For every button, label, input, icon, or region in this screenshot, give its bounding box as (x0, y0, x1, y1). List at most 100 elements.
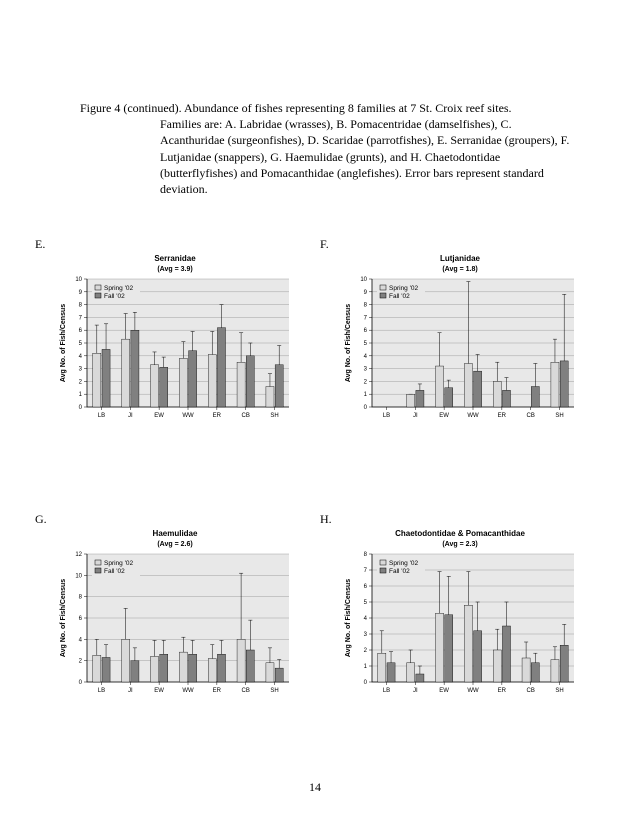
svg-text:8: 8 (79, 594, 83, 600)
svg-text:Avg No. of Fish/Census: Avg No. of Fish/Census (345, 579, 352, 657)
bar-spring (493, 650, 501, 682)
svg-text:Fall '02: Fall '02 (104, 568, 125, 575)
svg-text:WW: WW (182, 688, 194, 694)
panel-label-H: H. (320, 512, 332, 527)
svg-text:1: 1 (79, 392, 83, 398)
svg-text:JI: JI (413, 688, 418, 694)
svg-text:4: 4 (79, 354, 83, 360)
page-number: 14 (0, 780, 630, 795)
svg-text:WW: WW (182, 413, 194, 419)
bar-fall (474, 631, 482, 682)
chart-subtitle: (Avg = 3.9) (55, 266, 295, 273)
caption-line: Acanthuridae (surgeonfishes), D. Scarida… (80, 132, 580, 148)
svg-text:SH: SH (555, 688, 563, 694)
bar-spring (266, 663, 274, 682)
bar-spring (493, 381, 501, 407)
svg-text:CB: CB (527, 413, 535, 419)
svg-text:3: 3 (364, 632, 368, 638)
bar-fall (502, 626, 510, 682)
svg-text:CB: CB (527, 688, 535, 694)
bar-spring (435, 366, 443, 407)
legend: Spring '02Fall '02 (92, 282, 140, 302)
svg-text:10: 10 (75, 277, 82, 283)
svg-text:3: 3 (79, 366, 83, 372)
svg-text:ER: ER (498, 413, 507, 419)
bar-fall (189, 350, 197, 406)
chart-subtitle: (Avg = 2.6) (55, 541, 295, 548)
bar-spring (179, 652, 187, 682)
svg-text:JI: JI (413, 413, 418, 419)
bar-spring (435, 613, 443, 682)
svg-text:ER: ER (213, 688, 222, 694)
bar-fall (560, 361, 568, 407)
bar-fall (217, 654, 225, 682)
svg-text:2: 2 (364, 379, 368, 385)
caption-line: (butterflyfishes) and Pomacanthidae (ang… (80, 165, 580, 181)
svg-text:12: 12 (75, 552, 82, 558)
svg-text:1: 1 (364, 392, 368, 398)
svg-text:6: 6 (364, 584, 368, 590)
bar-spring (150, 656, 158, 682)
bar-spring (551, 362, 559, 407)
chart-title: Serranidae (55, 255, 295, 264)
svg-text:5: 5 (364, 341, 368, 347)
bar-fall (531, 663, 539, 682)
bar-spring (93, 655, 101, 682)
svg-text:Spring '02: Spring '02 (104, 560, 133, 567)
svg-text:SH: SH (555, 413, 563, 419)
svg-text:7: 7 (79, 315, 83, 321)
bar-fall (445, 615, 453, 682)
bar-fall (531, 386, 539, 406)
panel-label-G: G. (35, 512, 47, 527)
svg-text:SH: SH (270, 413, 278, 419)
svg-text:LB: LB (383, 688, 390, 694)
svg-text:Spring '02: Spring '02 (389, 560, 418, 567)
caption-line: Figure 4 (continued). Abundance of fishe… (80, 101, 512, 115)
svg-text:JI: JI (128, 413, 133, 419)
svg-text:JI: JI (128, 688, 133, 694)
bar-spring (407, 663, 415, 682)
svg-text:4: 4 (364, 616, 368, 622)
legend: Spring '02Fall '02 (92, 557, 140, 577)
svg-text:Spring '02: Spring '02 (104, 285, 133, 292)
svg-text:7: 7 (364, 568, 368, 574)
bar-fall (189, 654, 197, 682)
caption-line: Lutjanidae (snappers), G. Haemulidae (gr… (80, 149, 580, 165)
bar-fall (217, 327, 225, 406)
svg-text:EW: EW (439, 413, 449, 419)
svg-text:EW: EW (154, 688, 164, 694)
svg-text:4: 4 (364, 354, 368, 360)
svg-text:10: 10 (360, 277, 367, 283)
chart-panel-F: F.Lutjanidae(Avg = 1.8)012345678910Avg N… (340, 255, 580, 430)
svg-text:EW: EW (154, 413, 164, 419)
chart-subtitle: (Avg = 2.3) (340, 541, 580, 548)
bar-spring (407, 394, 415, 407)
svg-text:10: 10 (75, 573, 82, 579)
svg-text:Fall '02: Fall '02 (104, 293, 125, 300)
chart-svg: 012345678910Avg No. of Fish/CensusLBJIEW… (55, 275, 295, 425)
chart-title: Haemulidae (55, 530, 295, 539)
svg-text:8: 8 (79, 302, 83, 308)
bar-spring (378, 653, 386, 682)
chart-svg: 012345678Avg No. of Fish/CensusLBJIEWWWE… (340, 550, 580, 700)
chart-panel-H: H.Chaetodontidae & Pomacanthidae(Avg = 2… (340, 530, 580, 705)
bar-spring (208, 658, 216, 681)
panel-label-E: E. (35, 237, 45, 252)
bar-fall (416, 674, 424, 682)
svg-text:LB: LB (98, 413, 105, 419)
bar-spring (150, 365, 158, 407)
chart-title: Chaetodontidae & Pomacanthidae (340, 530, 580, 539)
svg-text:0: 0 (364, 405, 368, 411)
bar-fall (102, 657, 110, 682)
figure-caption: Figure 4 (continued). Abundance of fishe… (80, 100, 580, 197)
svg-text:5: 5 (364, 600, 368, 606)
svg-text:SH: SH (270, 688, 278, 694)
caption-line: deviation. (80, 181, 580, 197)
svg-text:6: 6 (79, 616, 83, 622)
svg-text:4: 4 (79, 637, 83, 643)
svg-text:CB: CB (242, 688, 250, 694)
bar-fall (560, 645, 568, 682)
svg-text:9: 9 (364, 290, 368, 296)
svg-text:0: 0 (79, 680, 83, 686)
svg-text:2: 2 (79, 379, 83, 385)
